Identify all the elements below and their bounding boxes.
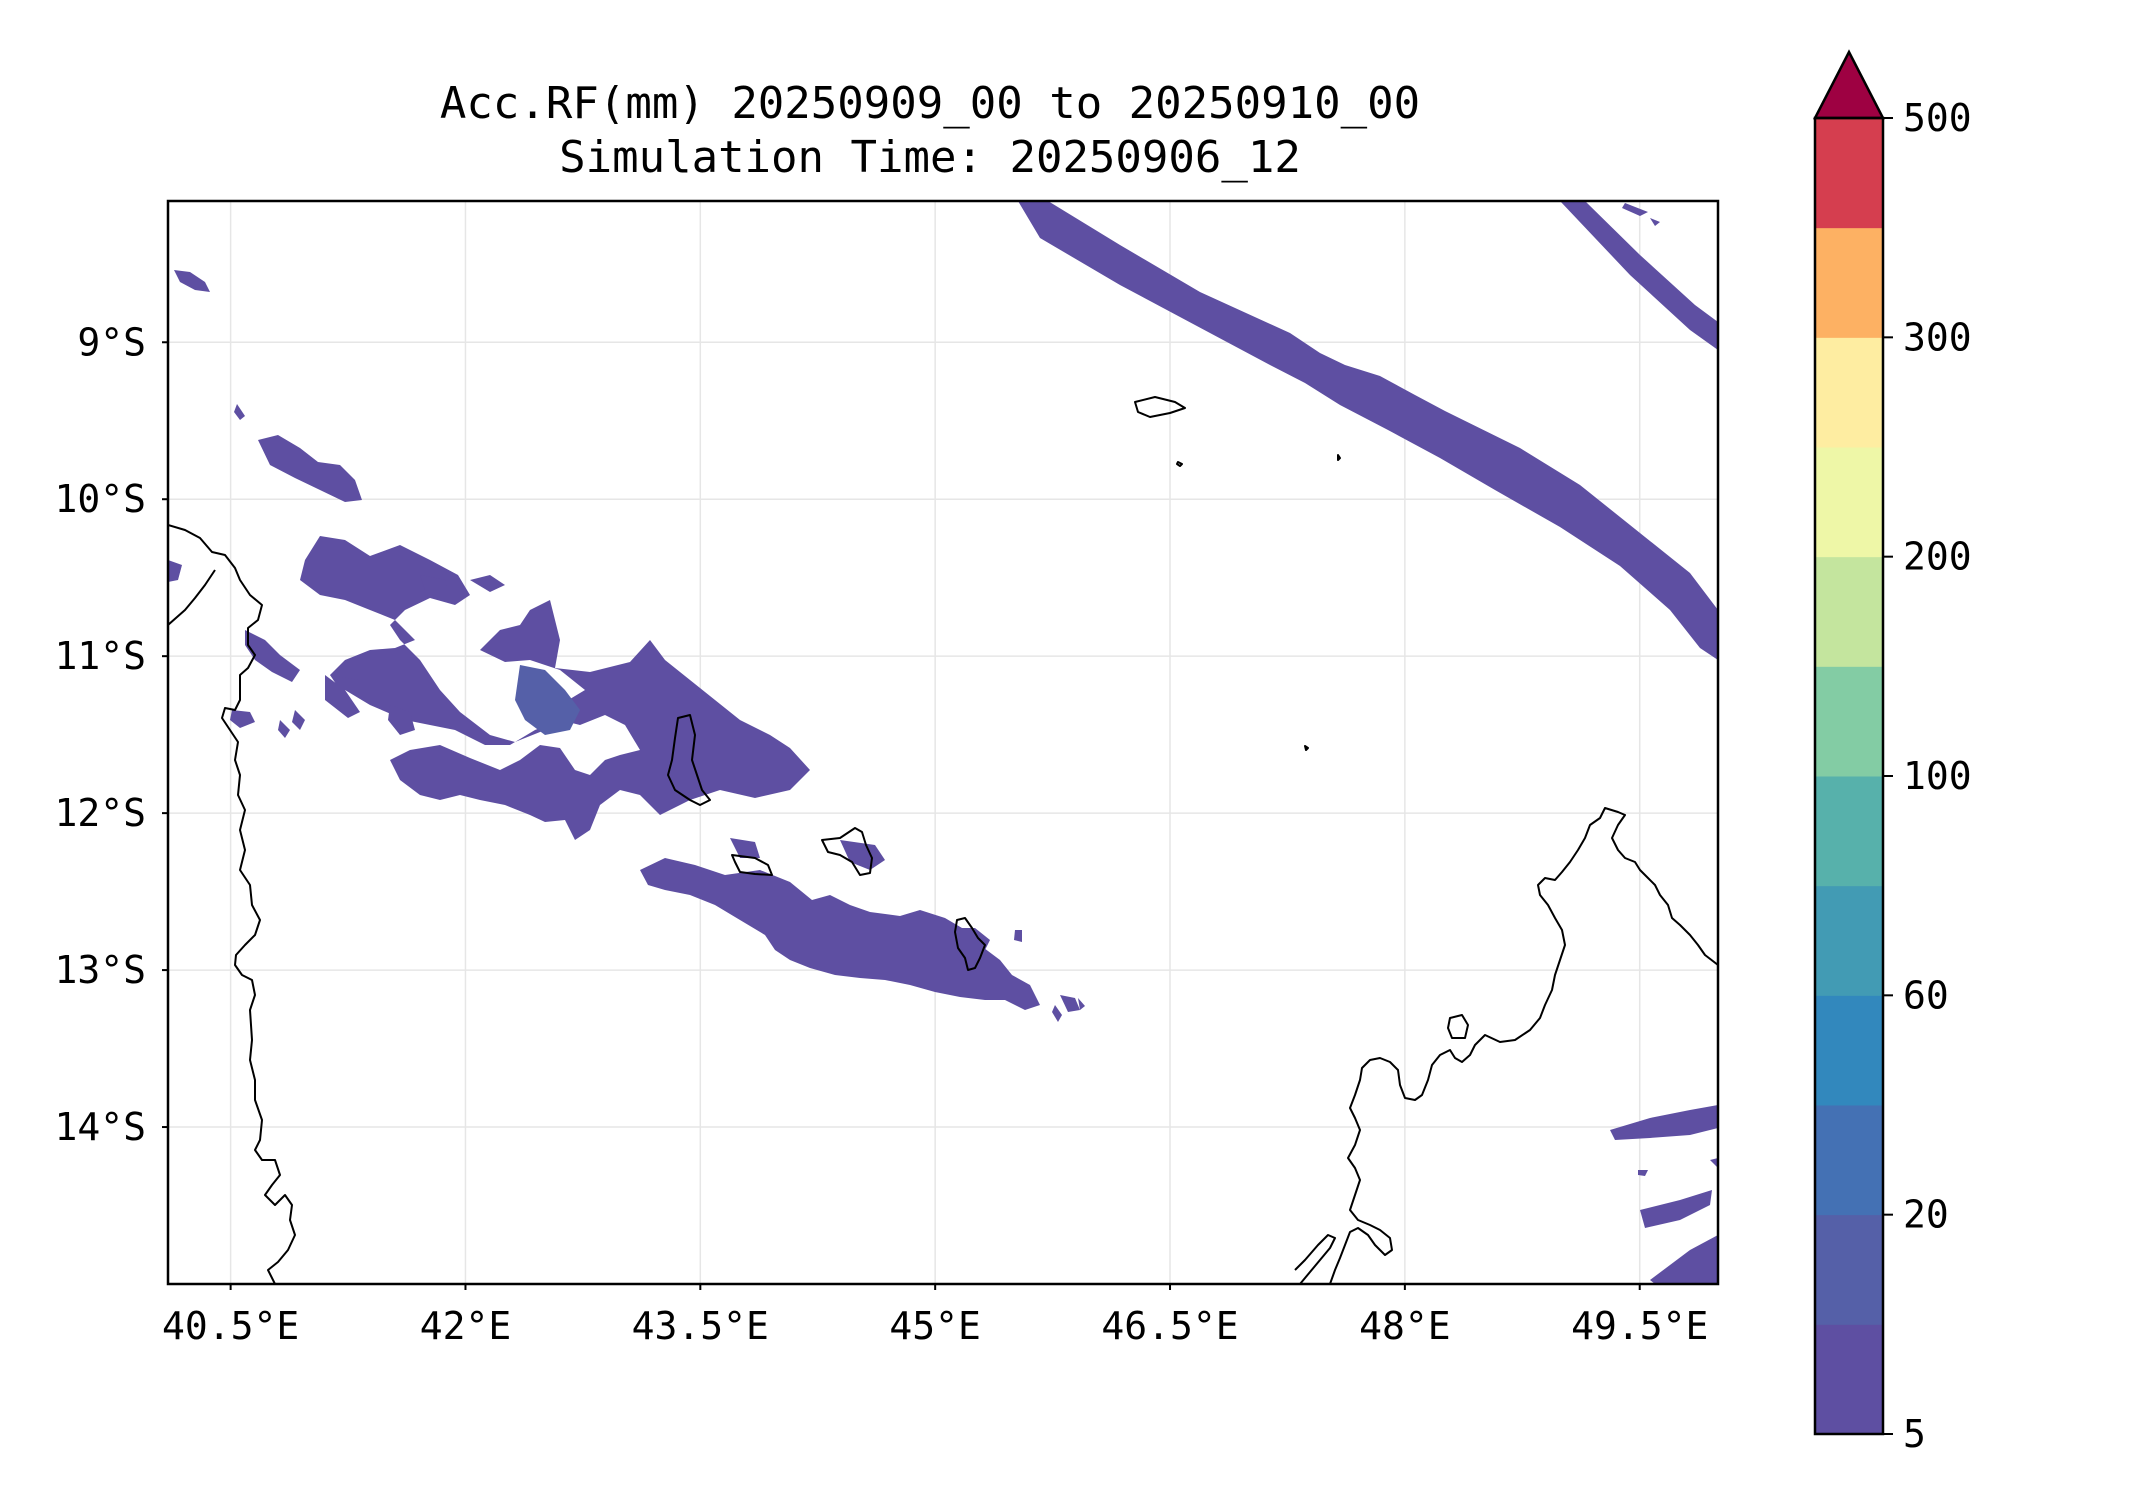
gridlines: [168, 201, 1718, 1284]
map-background: [168, 201, 1718, 1284]
coastline-madagascar: [1329, 807, 1718, 1284]
colorbar-tick-label: 500: [1903, 96, 1972, 140]
y-axis-ticks: 9°S 10°S 11°S 12°S 13°S 14°S: [54, 320, 168, 1149]
rain-patch-comoros-5: [1060, 995, 1080, 1012]
colorbar-tick-label: 60: [1903, 973, 1949, 1017]
colorbar-segment-7: [1815, 556, 1883, 667]
rain-patch-nw: [174, 270, 210, 292]
rainfall-field: [168, 201, 1718, 1284]
rain-patch-southeast-3: [1650, 1235, 1718, 1284]
rain-patch-west-2: [245, 630, 300, 682]
rain-patch-west-8: [330, 675, 365, 690]
colorbar-tick-label: 200: [1903, 535, 1972, 579]
colorbar-extend-triangle: [1812, 49, 1886, 120]
y-tick-label: 13°S: [54, 948, 146, 992]
colorbar-segment-4: [1815, 885, 1883, 996]
x-tick-label: 46.5°E: [1101, 1304, 1238, 1348]
x-tick-label: 45°E: [889, 1304, 981, 1348]
x-tick-label: 40.5°E: [162, 1304, 299, 1348]
rain-patch-west-7: [292, 710, 305, 730]
colorbar-segment-5: [1815, 776, 1883, 887]
colorbar-segment-6: [1815, 666, 1883, 777]
coastline-mayotte: [954, 917, 986, 971]
rain-patch-nw-2: [234, 404, 245, 420]
coastline-nosy-be: [1447, 1014, 1469, 1039]
x-tick-label: 48°E: [1359, 1304, 1451, 1348]
title-line-2: Simulation Time: 20250906_12: [559, 132, 1301, 183]
x-tick-label: 49.5°E: [1571, 1304, 1708, 1348]
rain-speck-ne-2: [1650, 218, 1660, 226]
map-panel: 40.5°E 42°E 43.5°E 45°E 46.5°E 48°E 49.5°E 9°S…: [54, 199, 1720, 1348]
rain-patch-west-10: [470, 575, 505, 592]
rain-patch-west-3: [325, 675, 360, 718]
rain-patch-comoros-4: [1014, 930, 1022, 942]
x-axis-ticks: 40.5°E 42°E 43.5°E 45°E 46.5°E 48°E 49.5°E: [162, 1284, 1708, 1348]
colorbar-tick-label: 20: [1903, 1193, 1949, 1237]
rain-patch-comoros-2: [730, 838, 760, 858]
colorbar-segment-1: [1815, 1214, 1883, 1325]
y-tick-label: 12°S: [54, 791, 146, 835]
coastline-islet-3: [1304, 745, 1309, 751]
rain-cluster-core: [515, 665, 580, 735]
rain-cluster-main: [300, 536, 810, 840]
colorbar-segment-2: [1815, 1105, 1883, 1216]
coastline-madagascar-sw: [1294, 1234, 1336, 1284]
colorbar-tick-label: 100: [1903, 754, 1972, 798]
rain-patch-west-1: [168, 560, 182, 582]
y-tick-label: 9°S: [77, 320, 146, 364]
rain-patch-comoros-7: [1078, 998, 1085, 1010]
rain-patch-southeast-2: [1640, 1190, 1712, 1228]
colorbar-segment-10: [1815, 227, 1883, 338]
rain-patch-west-6: [278, 720, 290, 738]
title-line-1: Acc.RF(mm) 20250909_00 to 20250910_00: [440, 78, 1420, 129]
rain-patch-comoros-6: [1052, 1005, 1062, 1022]
rain-patch-southeast-1: [1610, 1105, 1718, 1140]
rain-patch-west-5: [230, 710, 255, 728]
rain-patch-west-9: [420, 575, 448, 590]
colorbar-segment-9: [1815, 337, 1883, 448]
coastline-glorioso: [1134, 396, 1186, 418]
rain-patch-southeast-5: [1710, 1158, 1718, 1168]
colorbar-segment-11: [1815, 118, 1883, 229]
colorbar-segment-8: [1815, 447, 1883, 558]
colorbar-segment-0: [1815, 1324, 1883, 1435]
coastline-moheli: [731, 854, 773, 876]
rain-streak-comoros: [640, 858, 1040, 1010]
colorbar-segment-3: [1815, 995, 1883, 1106]
coastline-anjouan: [821, 827, 873, 876]
coastline-africa-mainland: [168, 524, 296, 1284]
rain-band-northeast-1: [1018, 201, 1718, 660]
colorbar-tick-label: 5: [1903, 1412, 1926, 1456]
x-tick-label: 42°E: [420, 1304, 512, 1348]
rain-patch-west-4: [388, 705, 415, 735]
y-tick-label: 10°S: [54, 477, 146, 521]
rain-speck-ne-1: [1622, 203, 1648, 216]
rain-patch-southeast-4: [1638, 1170, 1648, 1176]
map-frame: [166, 199, 1720, 1286]
coastline-africa-north-inlet: [168, 569, 216, 626]
x-tick-label: 43.5°E: [632, 1304, 769, 1348]
coastline-grande-comore: [667, 714, 711, 806]
rain-band-northeast-2: [1560, 201, 1718, 350]
y-tick-label: 11°S: [54, 634, 146, 678]
rain-streak-upper-left: [258, 435, 362, 502]
colorbar-tick-label: 300: [1903, 315, 1972, 359]
colorbar: 5 20 60 100 200 300 500: [1812, 49, 1972, 1456]
y-tick-label: 14°S: [54, 1105, 146, 1149]
coastline-islet-1: [1176, 461, 1183, 467]
coastline-islet-2: [1337, 454, 1341, 461]
coastlines: [168, 396, 1718, 1284]
